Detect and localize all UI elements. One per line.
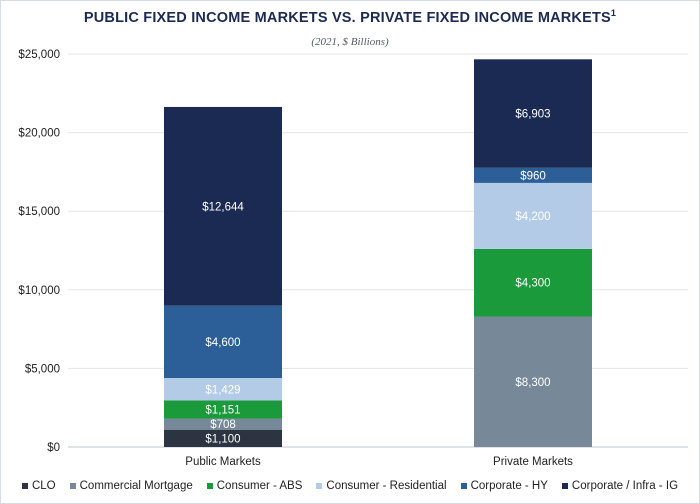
data-label: $1,100 <box>205 433 240 445</box>
bar-segment <box>164 378 282 401</box>
bar-segment <box>164 106 282 306</box>
legend-swatch <box>21 483 28 489</box>
data-label: $708 <box>210 419 236 431</box>
chart-subtitle: (2021, $ Billions) <box>311 36 389 48</box>
legend-swatch <box>460 483 467 489</box>
chart-legend: CLO Commercial Mortgage Consumer - ABS Cons… <box>0 480 700 492</box>
legend-item: Consumer - Residential <box>316 480 447 492</box>
bar-segment <box>164 429 282 447</box>
bar-segment <box>474 248 592 317</box>
data-label: $960 <box>520 170 546 182</box>
legend-item: CLO <box>21 480 56 492</box>
x-category-label: Private Markets <box>493 456 573 468</box>
bar-segment <box>474 182 592 249</box>
data-label: $4,600 <box>205 337 240 349</box>
legend-label: Commercial Mortgage <box>79 480 193 492</box>
chart-title-footnote: 1 <box>610 8 617 19</box>
stacked-bar-chart: $0 $5,000 $10,000 $15,000 $20,000 $25,000 $1,1… <box>18 49 688 468</box>
legend-item: Corporate / Infra - IG <box>561 480 679 492</box>
legend-item: Consumer - ABS <box>206 480 303 492</box>
legend-item: Commercial Mortgage <box>69 480 193 492</box>
legend-swatch <box>561 483 568 489</box>
y-tick-label: $25,000 <box>18 49 60 61</box>
legend-label: Consumer - ABS <box>216 480 303 492</box>
bar-segment <box>164 305 282 379</box>
x-category-label: Public Markets <box>185 456 261 468</box>
y-tick-label: $5,000 <box>25 363 60 375</box>
y-tick-label: $0 <box>47 442 60 454</box>
data-label: $4,200 <box>515 211 550 223</box>
legend-swatch <box>206 483 213 489</box>
legend-swatch <box>316 483 323 489</box>
legend-label: Consumer - Residential <box>326 480 447 492</box>
bar-segment <box>164 400 282 419</box>
data-label: $1,429 <box>205 384 240 396</box>
data-label: $6,903 <box>515 109 550 121</box>
y-tick-label: $10,000 <box>18 285 60 297</box>
chart-title-text: PUBLIC FIXED INCOME MARKETS VS. PRIVATE … <box>83 10 611 26</box>
chart-title: PUBLIC FIXED INCOME MARKETS VS. PRIVATE … <box>0 8 700 26</box>
legend-label: Corporate / Infra - IG <box>571 480 679 492</box>
data-label: $12,644 <box>202 201 244 213</box>
bar-segment <box>474 167 592 183</box>
legend-item: Corporate - HY <box>460 480 548 492</box>
legend-label: Corporate - HY <box>470 480 548 492</box>
y-tick-label: $15,000 <box>18 206 60 218</box>
bar-segment <box>474 316 592 447</box>
y-tick-label: $20,000 <box>18 128 60 140</box>
bar-segment <box>474 59 592 168</box>
data-label: $1,151 <box>205 405 240 417</box>
data-label: $4,300 <box>515 278 550 290</box>
bar-segment <box>164 418 282 430</box>
data-label: $8,300 <box>515 377 550 389</box>
legend-label: CLO <box>31 480 56 492</box>
legend-swatch <box>69 483 76 489</box>
